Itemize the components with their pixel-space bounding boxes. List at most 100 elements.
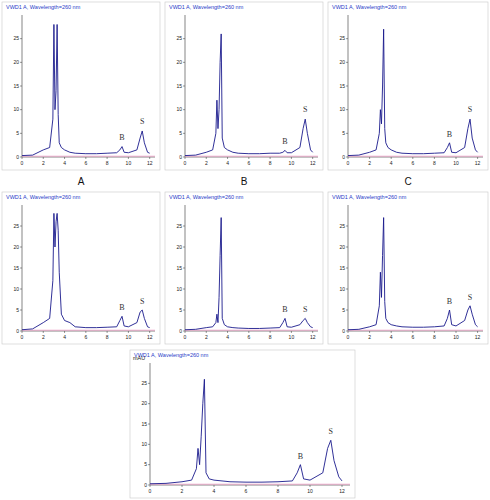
x-tick xyxy=(278,485,279,487)
y-tick xyxy=(183,310,185,311)
baseline xyxy=(185,156,318,157)
y-tick xyxy=(183,289,185,290)
x-tick-label: 2 xyxy=(181,488,184,494)
x-tick xyxy=(291,331,292,333)
y-tick xyxy=(346,157,348,158)
y-tick xyxy=(346,109,348,110)
x-tick xyxy=(391,331,392,333)
panel-title: VWD1 A, Wavelength=260 nm xyxy=(169,194,244,200)
x-axis xyxy=(22,157,155,158)
y-tick xyxy=(183,331,185,332)
x-tick xyxy=(43,331,44,333)
y-tick-label: 20 xyxy=(176,59,182,65)
x-tick-label: 10 xyxy=(289,334,295,340)
y-tick-label: 25 xyxy=(176,35,182,41)
x-tick xyxy=(149,157,150,159)
y-tick-label: 25 xyxy=(13,223,19,229)
x-tick xyxy=(312,331,313,333)
x-tick-label: 10 xyxy=(289,160,295,166)
x-tick xyxy=(107,331,108,333)
x-tick xyxy=(391,157,392,159)
x-tick-label: 4 xyxy=(226,334,229,340)
y-tick xyxy=(346,62,348,63)
x-tick-label: 2 xyxy=(205,334,208,340)
x-tick-label: 8 xyxy=(269,160,272,166)
x-tick xyxy=(248,157,249,159)
x-tick-label: 4 xyxy=(213,488,216,494)
y-tick-label: 20 xyxy=(141,400,147,406)
peak-annotation: S xyxy=(329,427,333,436)
x-tick xyxy=(227,157,228,159)
y-tick xyxy=(20,289,22,290)
chromatogram-panel: VWD1 A, Wavelength=260 nm051015202502468… xyxy=(165,2,323,170)
y-tick xyxy=(20,331,22,332)
y-tick-label: 15 xyxy=(13,265,19,271)
panel-title: VWD1 A, Wavelength=260 nm xyxy=(6,194,81,200)
x-tick-label: 12 xyxy=(147,160,153,166)
x-tick-label: 12 xyxy=(475,334,481,340)
chromatogram-trace xyxy=(22,213,150,329)
peak-annotation: S xyxy=(140,297,144,306)
baseline xyxy=(348,330,483,331)
x-tick xyxy=(412,157,413,159)
x-tick xyxy=(291,157,292,159)
baseline xyxy=(22,330,155,331)
peak-annotation: B xyxy=(447,297,452,306)
y-tick-label: 0 xyxy=(342,154,345,160)
x-tick-label: 6 xyxy=(84,334,87,340)
panel-label: A xyxy=(78,176,85,187)
y-tick xyxy=(148,464,150,465)
chromatogram-trace xyxy=(185,218,313,330)
chromatogram-panel: VWD1 A, Wavelength=260 nm051015202502468… xyxy=(165,192,323,344)
y-tick xyxy=(20,62,22,63)
baseline xyxy=(22,156,155,157)
x-tick-label: 4 xyxy=(63,160,66,166)
x-tick xyxy=(206,331,207,333)
y-tick xyxy=(183,86,185,87)
y-tick xyxy=(20,268,22,269)
panel-label: B xyxy=(241,176,248,187)
y-tick xyxy=(183,133,185,134)
y-tick xyxy=(183,109,185,110)
y-tick-label: 20 xyxy=(176,244,182,250)
y-tick-label: 15 xyxy=(176,265,182,271)
x-tick-label: 0 xyxy=(149,488,152,494)
x-tick-label: 10 xyxy=(126,334,132,340)
chromatogram-trace xyxy=(185,34,313,156)
x-tick xyxy=(182,485,183,487)
x-tick xyxy=(43,157,44,159)
y-tick-label: 20 xyxy=(13,244,19,250)
y-tick xyxy=(148,424,150,425)
y-tick xyxy=(148,383,150,384)
panel-frame xyxy=(328,2,488,170)
y-tick xyxy=(183,157,185,158)
x-axis xyxy=(185,157,318,158)
panel-frame xyxy=(328,192,488,344)
y-tick xyxy=(346,331,348,332)
x-tick xyxy=(185,157,186,159)
chromatogram-panel: VWD1 A, Wavelength=260 nm051015202502468… xyxy=(2,2,160,170)
y-tick xyxy=(20,38,22,39)
x-tick-label: 0 xyxy=(184,160,187,166)
peak-annotation: B xyxy=(282,305,287,314)
plot-area xyxy=(185,218,318,331)
chromatogram-panel: VWD1 A, Wavelength=260 nm051015202502468… xyxy=(2,192,160,344)
y-tick-label: 10 xyxy=(339,106,345,112)
x-tick-label: 4 xyxy=(390,334,393,340)
x-tick xyxy=(412,331,413,333)
y-tick xyxy=(346,310,348,311)
y-tick-label: 5 xyxy=(179,130,182,136)
plot-area xyxy=(185,34,318,156)
x-tick-label: 8 xyxy=(433,160,436,166)
y-tick xyxy=(346,226,348,227)
x-tick-label: 2 xyxy=(368,160,371,166)
x-tick xyxy=(185,331,186,333)
figure: VWD1 A, Wavelength=260 nm051015202502468… xyxy=(0,0,490,500)
chromatogram-trace xyxy=(22,24,150,155)
x-tick xyxy=(64,157,65,159)
y-tick-label: 0 xyxy=(179,328,182,334)
panel-label: C xyxy=(404,176,411,187)
panel-title: VWD1 A, Wavelength=260 nm xyxy=(169,4,244,10)
x-tick-label: 6 xyxy=(247,334,250,340)
x-tick-label: 4 xyxy=(390,160,393,166)
